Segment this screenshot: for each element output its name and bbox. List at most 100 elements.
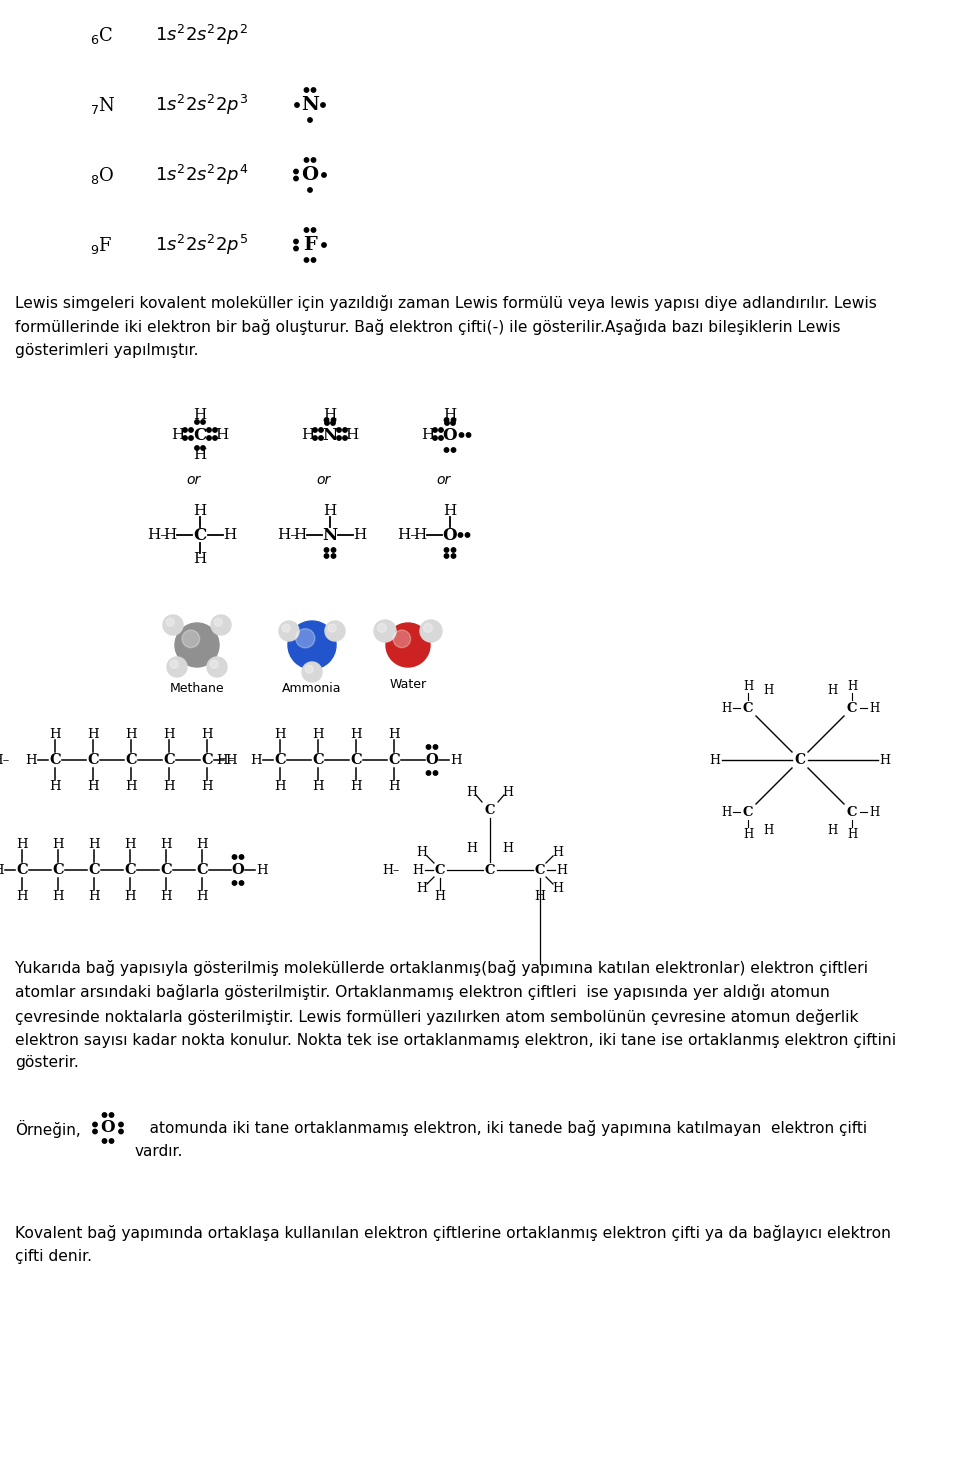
Text: H: H xyxy=(869,806,879,819)
Text: H: H xyxy=(275,727,286,740)
Text: H: H xyxy=(869,702,879,714)
Circle shape xyxy=(377,624,386,633)
Circle shape xyxy=(459,433,464,437)
Text: H: H xyxy=(49,779,60,792)
Text: $_8$O: $_8$O xyxy=(90,164,114,186)
Circle shape xyxy=(213,436,217,440)
Text: H: H xyxy=(226,754,237,767)
Text: H: H xyxy=(49,727,60,740)
Text: C: C xyxy=(202,752,213,767)
Circle shape xyxy=(294,170,299,174)
Text: N: N xyxy=(323,427,338,443)
Text: H: H xyxy=(346,429,359,442)
Text: or: or xyxy=(186,473,200,486)
Text: C: C xyxy=(312,752,324,767)
Text: O: O xyxy=(101,1119,115,1137)
Circle shape xyxy=(444,548,448,553)
Text: C: C xyxy=(743,806,754,819)
Text: H: H xyxy=(553,845,564,859)
Text: H: H xyxy=(163,528,177,542)
Circle shape xyxy=(93,1129,97,1134)
Text: H: H xyxy=(444,504,457,517)
Circle shape xyxy=(189,436,193,440)
Circle shape xyxy=(232,881,237,885)
Circle shape xyxy=(304,87,309,92)
Circle shape xyxy=(343,427,348,432)
Text: C: C xyxy=(193,427,206,443)
Circle shape xyxy=(189,427,193,432)
Circle shape xyxy=(294,247,299,251)
Circle shape xyxy=(337,427,341,432)
Text: H: H xyxy=(743,680,754,693)
Circle shape xyxy=(386,624,430,667)
Text: $1s^22s^22p^4$: $1s^22s^22p^4$ xyxy=(155,163,249,188)
Text: C: C xyxy=(535,863,545,876)
Text: H: H xyxy=(312,727,324,740)
Circle shape xyxy=(313,436,317,440)
Text: H–: H– xyxy=(383,863,400,876)
Text: H: H xyxy=(353,528,367,542)
Circle shape xyxy=(211,615,231,636)
Circle shape xyxy=(288,621,336,670)
Text: H: H xyxy=(224,528,236,542)
Circle shape xyxy=(337,436,341,440)
Text: H: H xyxy=(193,448,206,463)
Text: C: C xyxy=(795,752,805,767)
Circle shape xyxy=(182,427,187,432)
Text: H: H xyxy=(350,779,362,792)
Circle shape xyxy=(282,624,290,633)
Text: H: H xyxy=(763,683,773,696)
Circle shape xyxy=(239,854,244,859)
Text: Kovalent bağ yapımında ortaklaşa kullanılan elektron çiftlerine ortaklanmış elek: Kovalent bağ yapımında ortaklaşa kullanı… xyxy=(15,1225,891,1264)
Circle shape xyxy=(433,745,438,749)
Text: C: C xyxy=(125,752,137,767)
Text: O: O xyxy=(443,427,457,443)
Circle shape xyxy=(119,1122,123,1126)
Text: H: H xyxy=(417,881,427,894)
Text: H: H xyxy=(763,823,773,837)
Text: O: O xyxy=(231,863,245,876)
Circle shape xyxy=(109,1113,113,1117)
Circle shape xyxy=(305,665,313,672)
Circle shape xyxy=(439,436,444,440)
Text: H: H xyxy=(847,680,857,693)
Text: Lewis simgeleri kovalent moleküller için yazıldığı zaman Lewis formülü veya lewi: Lewis simgeleri kovalent moleküller için… xyxy=(15,296,876,358)
Circle shape xyxy=(182,436,187,440)
Circle shape xyxy=(331,548,336,553)
Text: H: H xyxy=(553,881,564,894)
Circle shape xyxy=(439,427,444,432)
Text: N: N xyxy=(323,526,338,544)
Text: H: H xyxy=(202,727,213,740)
Text: H: H xyxy=(256,863,268,876)
Text: H: H xyxy=(721,806,732,819)
Text: H–: H– xyxy=(147,528,168,542)
Text: H: H xyxy=(467,841,477,854)
Text: H: H xyxy=(87,779,99,792)
Circle shape xyxy=(374,619,396,641)
Circle shape xyxy=(195,446,200,451)
Text: H: H xyxy=(87,727,99,740)
Text: H: H xyxy=(124,890,135,903)
Text: H: H xyxy=(0,863,4,876)
Text: H: H xyxy=(16,890,28,903)
Text: H: H xyxy=(535,890,545,903)
Circle shape xyxy=(458,532,463,537)
Text: Örneğin,: Örneğin, xyxy=(15,1120,81,1138)
Text: H–: H– xyxy=(0,754,9,767)
Circle shape xyxy=(331,421,335,426)
Text: or: or xyxy=(316,473,330,486)
Circle shape xyxy=(166,618,174,627)
Circle shape xyxy=(319,427,324,432)
Text: H: H xyxy=(324,408,337,423)
Text: H: H xyxy=(163,727,175,740)
Circle shape xyxy=(214,618,222,627)
Circle shape xyxy=(426,772,431,774)
Text: H: H xyxy=(388,727,399,740)
Circle shape xyxy=(232,854,237,859)
Text: H–: H– xyxy=(397,528,418,542)
Text: H: H xyxy=(827,823,837,837)
Text: H–: H– xyxy=(277,528,298,542)
Text: H: H xyxy=(414,528,426,542)
Text: C: C xyxy=(88,863,100,876)
Text: H: H xyxy=(417,845,427,859)
